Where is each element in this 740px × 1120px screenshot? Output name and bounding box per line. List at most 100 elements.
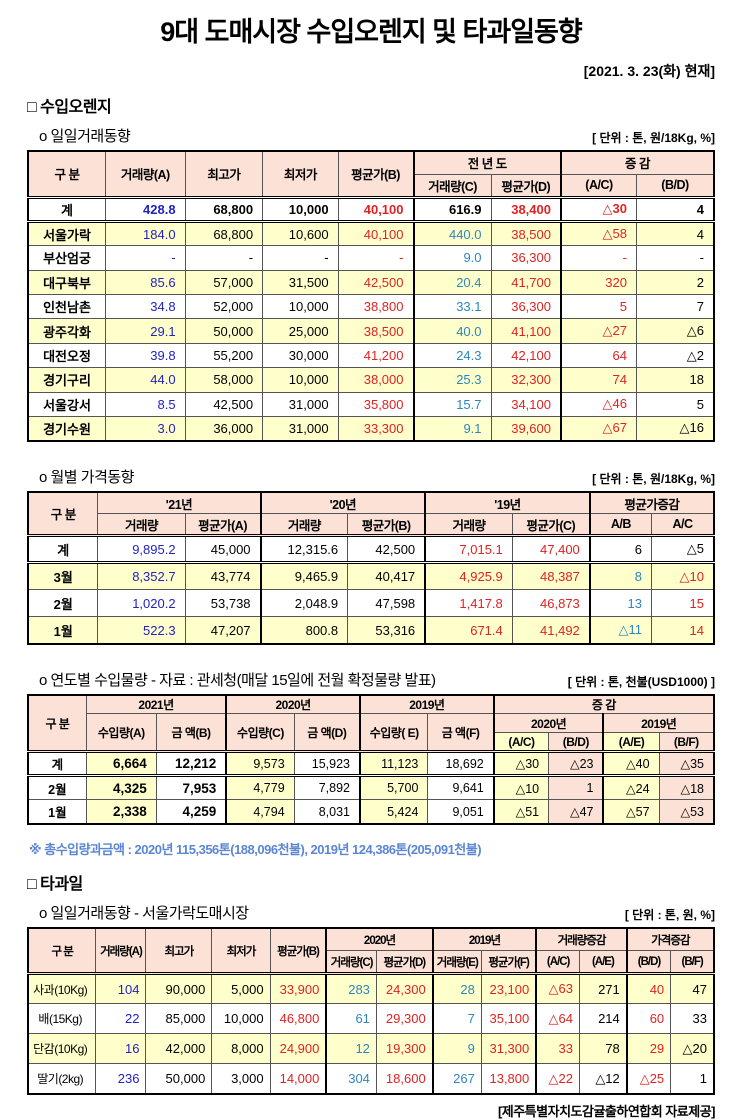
col-group-volume-diff: 거래량증감 [535,927,628,952]
header-row: 구 분 거래량(A) 최고가 최저가 평균가(B) 전 년 도 증 감 [27,150,715,198]
cell: 616.9 [412,196,492,223]
cell: 50,000 [184,318,264,344]
cell: 5 [559,294,637,320]
cell: 31,000 [262,391,339,418]
cell: 33.1 [412,294,492,320]
cell: 38,400 [490,196,562,223]
col-header-bd: (B/D) [635,173,715,198]
cell: 부산엄궁 [27,245,107,271]
cell: 5 [635,391,715,418]
cell: 9,465.9 [259,562,349,591]
cell: 계 [27,535,99,565]
other-daily-unit: [ 단위 : 톤, 원, %] [624,907,715,922]
cell: 31,500 [262,269,339,296]
cell: 43,774 [184,562,262,591]
cell: 68,800 [184,196,264,223]
cell: 15,923 [293,751,361,778]
table-row: 사과(10Kg) 104 90,000 5,000 33,900 283 24,300 28 2… [27,973,715,1005]
cell: 계 [27,751,87,778]
col-header-volume: 거래량 [97,513,186,537]
cell: 7 [635,294,715,320]
cell: 8.5 [105,391,186,418]
cell: 서울강서 [27,391,107,418]
daily-trade-label: o 일일거래동향 [39,128,131,145]
col-group-diff-2019: 2019년 [602,713,715,734]
table-row: 대전오정 39.8 55,200 30,000 41,200 24.3 42,100 64 △2 [27,342,715,369]
cell: 13,800 [480,1063,537,1095]
cell: 44.0 [105,367,186,393]
cell: 31,300 [480,1033,537,1065]
col-header-ac: A/C [651,513,715,537]
table-row: 서울가락 184.0 68,800 10,600 40,100 440.0 38,500 △5… [27,220,715,247]
cell: 7,015.1 [424,535,513,565]
col-header-avg-b: 평균가(B) [269,927,327,975]
cell: 38,500 [490,220,562,247]
cell: 4,779 [225,775,295,801]
cell: △53 [658,799,715,825]
cell: - [105,245,186,271]
cell: 24.3 [412,342,492,369]
col-header-low: 최저가 [211,927,271,975]
header-row: (A/C) (B/D) (A/E) (B/F) [28,732,715,753]
cell: △10 [492,775,550,801]
col-header-ab: A/B [588,513,653,537]
cell: 60 [625,1003,672,1035]
table-row: 경기수원 3.0 36,000 31,000 33,300 9.1 39,600 △67 △16 [27,416,715,442]
cell: 3,000 [211,1063,271,1095]
table-row: 부산엄궁 - - - -9.0 36,300- - [27,245,715,271]
col-header-avg-b: 평균가(B) [347,513,426,537]
table-row: 인천남촌 34.8 52,000 10,000 38,800 33.1 36,300 5 7 [27,294,715,320]
cell: △16 [635,416,715,442]
col-header-high: 최고가 [145,927,213,975]
cell: 36,300 [490,245,562,271]
table-row: 1월 2,338 4,259 4,794 8,031 5,424 9,051 △51 △47 △5… [27,799,715,825]
col-header-gubun: 구 분 [27,927,97,975]
col-group-diff-2020: 2020년 [492,713,604,734]
col-header-bd: (B/D) [625,950,672,975]
cell: 47 [670,973,715,1005]
table-row: 계 428.8 68,800 10,000 40,100 616.9 38,400 △30 4 [27,196,715,223]
cell: 35,800 [337,391,415,418]
cell: 4,794 [225,799,295,825]
col-group-year20: '20년 [259,491,426,515]
cell: 1월 [27,616,99,645]
col-header-bf: (B/F) [658,732,715,753]
cell: 2,048.9 [259,589,349,618]
cell: △35 [658,751,715,778]
cell: 267 [431,1063,482,1095]
cell: 30,000 [262,342,339,369]
cell: 3월 [27,562,99,591]
cell: 서울가락 [27,220,107,247]
cell: 인천남촌 [27,294,107,320]
cell: 24,300 [375,973,434,1005]
col-group-2019: 2019년 [431,927,537,952]
col-header-gubun: 구 분 [27,491,99,537]
cell: 33,900 [269,973,327,1005]
cell: 42,100 [490,342,562,369]
cell: 800.8 [259,616,349,645]
cell: 38,500 [337,318,415,344]
cell: 36,000 [184,416,264,442]
cell: 52,000 [184,294,264,320]
cell: 48,387 [511,562,591,591]
daily-orange-table: 구 분 거래량(A) 최고가 최저가 평균가(B) 전 년 도 증 감 거래량(… [27,150,715,442]
other-fruits-table-body: 사과(10Kg) 104 90,000 5,000 33,900 283 24,300 28 2… [27,973,715,1095]
cell: △46 [559,391,637,418]
col-header-low: 최저가 [262,150,339,198]
cell: 4,259 [155,799,227,825]
cell: 9.1 [412,416,492,442]
yearly-import-table: 구 분 2021년 2020년 2019년 증 감 수입량(A) 금 액(B) … [27,693,715,825]
col-header-volume-a: 거래량(A) [105,150,186,198]
cell: 45,000 [184,535,262,565]
other-daily-label: o 일일거래동향 - 서울가락도매시장 [39,904,249,922]
col-header-avg-f: 평균가(F) [480,950,537,975]
cell: 10,600 [262,220,339,247]
cell: 9,051 [427,799,495,825]
cell: △40 [602,751,660,778]
cell: 47,400 [511,535,591,565]
col-header-volume-c: 거래량(C) [325,950,377,975]
cell: 9 [431,1033,482,1065]
cell: 42,500 [347,535,426,565]
cell: 47,598 [347,589,426,618]
cell: 428.8 [105,196,186,223]
